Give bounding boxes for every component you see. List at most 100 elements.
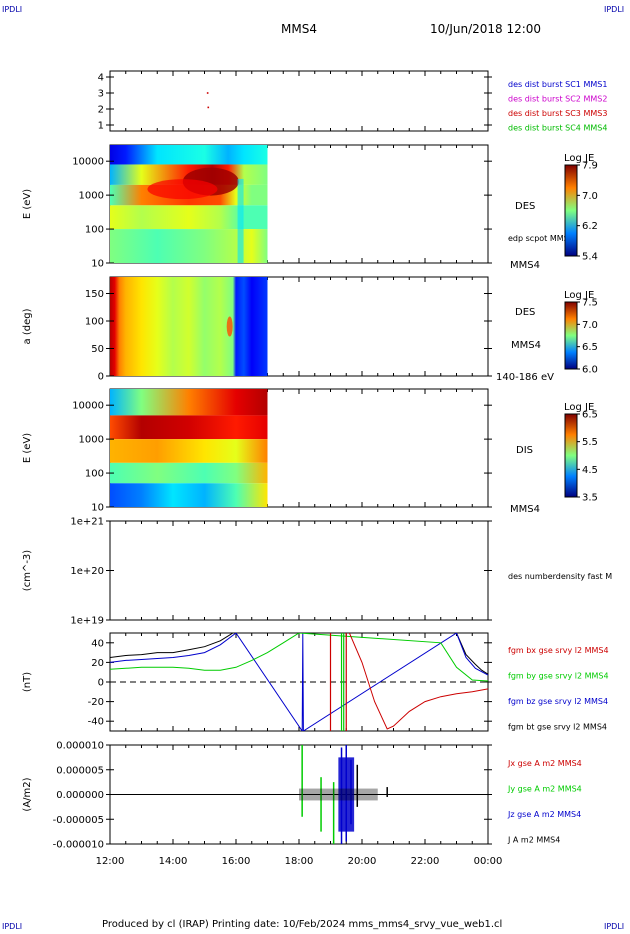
legend-current-2: Jy gse A m2 MMS4 bbox=[507, 785, 582, 794]
y-tick-label-dis_energy: 10000 bbox=[72, 401, 104, 412]
legend-burst-4: des dist burst SC4 MMS4 bbox=[508, 124, 607, 133]
y-axis-label-des_pitch: a (deg) bbox=[22, 308, 33, 344]
y-tick-label-density: 1e+21 bbox=[70, 517, 104, 528]
y-tick-label-des_pitch: 150 bbox=[85, 289, 104, 300]
panel-label-des-energy: DES bbox=[515, 201, 535, 212]
x-tick-label: 12:00 bbox=[96, 856, 125, 867]
y-tick-label-density: 1e+19 bbox=[70, 616, 104, 627]
x-tick-label: 18:00 bbox=[285, 856, 314, 867]
spectro-band bbox=[110, 483, 268, 507]
y-tick-label-magnetic_field: -40 bbox=[88, 717, 104, 728]
y-axis-label-density: (cm^-3) bbox=[22, 550, 33, 591]
series-bx bbox=[348, 633, 488, 730]
corner-label-top-right: IPDLI bbox=[604, 5, 625, 14]
colorbar-title-des_pitch: Log JE bbox=[564, 290, 594, 301]
y-tick-label-dis_energy: 100 bbox=[85, 469, 104, 480]
x-tick-label: 00:00 bbox=[474, 856, 503, 867]
legend-bfield-2: fgm by gse srvy l2 MMS4 bbox=[508, 672, 609, 681]
colorbar-tick-label-des_energy: 7.0 bbox=[582, 191, 598, 202]
spectro-band bbox=[110, 145, 268, 165]
colorbar-dis_energy bbox=[564, 413, 578, 498]
y-axis-label-des_energy: E (eV) bbox=[22, 189, 33, 219]
colorbar-des_pitch bbox=[564, 301, 578, 370]
colorbar-title-dis_energy: Log JE bbox=[564, 402, 594, 413]
spectrogram-des-energy bbox=[110, 145, 268, 263]
spectro-band bbox=[110, 415, 268, 440]
y-tick-label-des_energy: 10000 bbox=[72, 157, 104, 168]
y-axis-label-dis_energy: E (eV) bbox=[22, 433, 33, 463]
colorbar-tick-label-des_pitch: 6.5 bbox=[582, 342, 598, 353]
spectro-band bbox=[110, 462, 268, 484]
legend-bfield-4: fgm bt gse srvy l2 MMS4 bbox=[508, 723, 607, 732]
y-tick-label-dist_burst: 3 bbox=[98, 89, 104, 100]
current-noise-band bbox=[299, 788, 378, 801]
series-bt bbox=[110, 633, 488, 675]
spectro-band bbox=[110, 389, 268, 416]
burst-point bbox=[206, 92, 209, 94]
legend-bfield-1: fgm bx gse srvy l2 MMS4 bbox=[508, 646, 609, 655]
colorbar-tick-label-dis_energy: 3.5 bbox=[582, 493, 598, 504]
corner-label-bottom-left: IPDLI bbox=[2, 922, 23, 931]
x-tick-label: 14:00 bbox=[159, 856, 188, 867]
current-lines bbox=[110, 745, 488, 844]
y-tick-label-current_density: -0.000010 bbox=[53, 840, 104, 851]
y-tick-label-dis_energy: 10 bbox=[91, 503, 104, 514]
y-tick-label-des_pitch: 50 bbox=[91, 344, 104, 355]
x-tick-label: 16:00 bbox=[222, 856, 251, 867]
y-tick-label-des_energy: 10 bbox=[91, 259, 104, 270]
panel-sublabel-des-pitch: MMS4 bbox=[511, 340, 541, 351]
y-axis-label-current_density: (A/m2) bbox=[22, 777, 33, 811]
panel-label-dis-energy: DIS bbox=[516, 445, 533, 456]
colorbar-title-des_energy: Log JE bbox=[564, 153, 594, 164]
y-tick-label-dist_burst: 4 bbox=[98, 73, 104, 84]
y-tick-label-magnetic_field: 20 bbox=[91, 658, 104, 669]
colorbar-tick-label-des_energy: 6.2 bbox=[582, 221, 598, 232]
legend-bfield-3: fgm bz gse srvy l2 MMS4 bbox=[508, 697, 608, 706]
y-tick-label-des_energy: 100 bbox=[85, 225, 104, 236]
x-tick-label: 20:00 bbox=[348, 856, 377, 867]
y-tick-label-magnetic_field: 40 bbox=[91, 638, 104, 649]
panel-label-des-pitch: DES bbox=[515, 307, 535, 318]
y-tick-label-dis_energy: 1000 bbox=[79, 435, 104, 446]
y-tick-label-des_energy: 1000 bbox=[79, 191, 104, 202]
y-tick-label-magnetic_field: 0 bbox=[98, 678, 104, 689]
y-tick-label-des_pitch: 100 bbox=[85, 317, 104, 328]
spectro-peak bbox=[226, 316, 233, 337]
colorbar-tick-label-des_energy: 7.9 bbox=[582, 161, 598, 172]
panel-bottom-label-des-energy: MMS4 bbox=[510, 260, 540, 271]
series-by bbox=[110, 633, 488, 682]
panel-bottom-label-des-pitch: 140-186 eV bbox=[496, 372, 554, 383]
legend-current-3: Jz gse A m2 MMS4 bbox=[507, 810, 581, 819]
panel-frame-density bbox=[109, 520, 489, 621]
series-bz bbox=[110, 633, 488, 731]
legend-current-4: J A m2 MMS4 bbox=[507, 836, 560, 845]
y-tick-label-current_density: 0.000005 bbox=[56, 765, 104, 776]
spectrogram-des-pitch bbox=[110, 277, 268, 376]
spectro-gap bbox=[237, 178, 244, 263]
colorbar-tick-label-des_pitch: 7.0 bbox=[582, 320, 598, 331]
legend-burst-3: des dist burst SC3 MMS3 bbox=[508, 109, 607, 118]
spectrogram-dis-energy bbox=[110, 389, 268, 507]
colorbar-tick-label-des_energy: 5.4 bbox=[582, 252, 598, 263]
spectro-peak bbox=[147, 179, 218, 200]
colorbar-tick-label-dis_energy: 4.5 bbox=[582, 465, 598, 476]
legend-burst-2: des dist burst SC2 MMS2 bbox=[508, 95, 607, 104]
spectro-band bbox=[110, 205, 268, 230]
y-axis-label-magnetic_field: (nT) bbox=[22, 672, 33, 692]
colorbar-tick-label-des_pitch: 7.5 bbox=[582, 298, 598, 309]
spectro-band bbox=[110, 229, 268, 263]
spectro-band bbox=[110, 439, 268, 463]
panel-sublabel-des-energy: edp scpot MMS4 bbox=[508, 234, 574, 243]
corner-label-top-left: IPDLI bbox=[2, 5, 23, 14]
y-tick-label-current_density: 0.000000 bbox=[56, 790, 104, 801]
colorbar-tick-label-des_pitch: 6.0 bbox=[582, 365, 598, 376]
datetime-title: 10/Jun/2018 12:00 bbox=[430, 22, 542, 36]
colorbar-tick-label-dis_energy: 5.5 bbox=[582, 437, 598, 448]
y-tick-label-des_pitch: 0 bbox=[98, 372, 104, 383]
panel-bottom-label-dis-energy: MMS4 bbox=[510, 504, 540, 515]
spacecraft-title: MMS4 bbox=[281, 22, 317, 36]
panel-label-density: des numberdensity fast M bbox=[508, 572, 612, 581]
legend-burst-1: des dist burst SC1 MMS1 bbox=[508, 80, 607, 89]
